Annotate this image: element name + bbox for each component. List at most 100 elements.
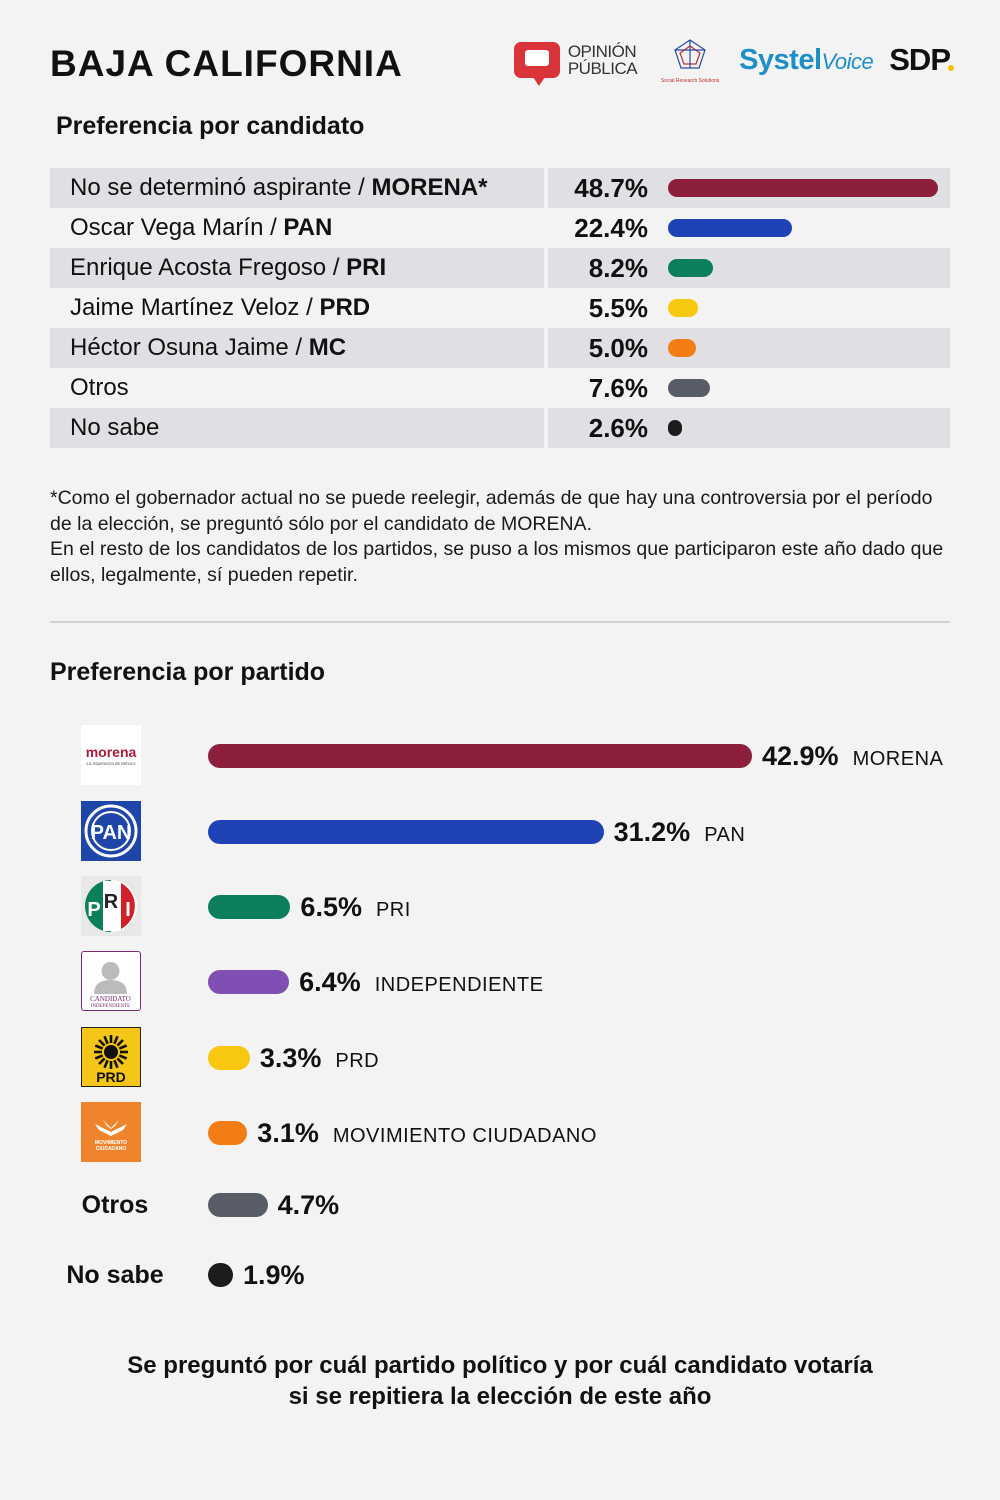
svg-text:La esperanza de México: La esperanza de México <box>86 761 136 766</box>
candidate-pct-label: 5.5% <box>588 293 648 323</box>
systel-voice-logo: SystelVoice <box>739 43 874 77</box>
candidate-label: Héctor Osuna Jaime / <box>70 334 309 361</box>
party-bar <box>208 1263 233 1287</box>
candidate-preference-chart: No se determinó aspirante / MORENA* 48.7%… <box>50 168 950 448</box>
party-chart-title: Preferencia por partido <box>50 658 326 686</box>
party-pct-label: 1.9% <box>243 1260 305 1290</box>
candidate-value-cell: 2.6% <box>548 408 950 448</box>
party-value: 6.5% PRI <box>300 876 410 943</box>
page-title: BAJA CALIFORNIA <box>50 43 403 84</box>
party-value: 1.9% <box>243 1244 319 1311</box>
party-row: P R I 6.5% PRI <box>0 876 1000 938</box>
candidate-row: Otros 7.6% <box>50 368 950 408</box>
systel-logo-text: Systel <box>739 43 822 76</box>
party-row: CANDIDATO INDEPENDIENTE 6.4% INDEPENDIENTE <box>0 951 1000 1013</box>
party-value: 3.1% MOVIMIENTO CIUDADANO <box>257 1102 597 1169</box>
candidate-bar <box>668 259 714 277</box>
pan-logo: PAN <box>81 801 141 861</box>
candidate-row: No se determinó aspirante / MORENA* 48.7% <box>50 168 950 208</box>
candidate-row: Héctor Osuna Jaime / MC 5.0% <box>50 328 950 368</box>
header: BAJA CALIFORNIA OPINIÓN PÚBLICA Social R… <box>50 38 954 94</box>
candidate-label: No se determinó aspirante / <box>70 174 372 201</box>
sponsor-logos: OPINIÓN PÚBLICA Social Research Solution… <box>513 38 954 86</box>
candidate-bar <box>668 219 793 237</box>
candidate-bar <box>668 179 938 197</box>
svg-text:CANDIDATO: CANDIDATO <box>90 995 131 1003</box>
candidate-pct-label: 5.0% <box>588 333 648 363</box>
party-row-label: Otros <box>81 1191 149 1219</box>
party-name-label: PAN <box>704 824 746 846</box>
party-bar <box>208 1193 268 1217</box>
srs-logo-text: Social Research Solutions <box>660 78 720 84</box>
mc-logo: MOVIMIENTO CIUDADANO <box>81 1102 141 1162</box>
party-row: PAN 31.2% PAN <box>0 801 1000 863</box>
party-pct-label: 6.4% <box>299 967 361 997</box>
opinion-logo-bottom: PÚBLICA <box>567 59 638 78</box>
party-row: MOVIMIENTO CIUDADANO 3.1% MOVIMIENTO CIUDAD… <box>0 1102 1000 1164</box>
party-bar <box>208 744 752 768</box>
svg-text:I: I <box>125 899 131 921</box>
candidate-bar <box>668 379 711 397</box>
candidate-pct-label: 48.7% <box>574 173 648 203</box>
candidate-row: Enrique Acosta Fregoso / PRI 8.2% <box>50 248 950 288</box>
svg-text:CIUDADANO: CIUDADANO <box>96 1146 127 1152</box>
candidate-value-cell: 48.7% <box>548 168 950 208</box>
candidate-label: Oscar Vega Marín / <box>70 214 284 241</box>
candidate-row: No sabe 2.6% <box>50 408 950 448</box>
opinion-logo-top: OPINIÓN <box>567 42 637 61</box>
party-pct-label: 3.3% <box>259 1043 322 1073</box>
candidate-name: Otros <box>50 368 544 408</box>
footer-line-2: si se repitiera la elección de este año <box>288 1383 712 1410</box>
candidate-label: Jaime Martínez Veloz / <box>70 294 320 321</box>
candidate-value-cell: 8.2% <box>548 248 950 288</box>
candidate-name: Jaime Martínez Veloz / PRD <box>50 288 544 328</box>
candidate-pct-label: 2.6% <box>588 413 648 443</box>
candidate-party: PRI <box>346 254 387 281</box>
morena-logo: morena La esperanza de México <box>81 725 141 785</box>
section-divider <box>50 621 950 623</box>
candidate-row: Oscar Vega Marín / PAN 22.4% <box>50 208 950 248</box>
candidate-pct-label: 8.2% <box>588 253 648 283</box>
party-value: 4.7% <box>278 1174 354 1241</box>
footnote-line-1: *Como el gobernador actual no se puede r… <box>50 487 933 535</box>
party-value: 6.4% INDEPENDIENTE <box>299 951 543 1018</box>
party-value: 31.2% PAN <box>614 801 746 868</box>
footnote: *Como el gobernador actual no se puede r… <box>50 486 950 588</box>
party-value: 3.3% PRD <box>260 1027 379 1094</box>
svg-text:PRD: PRD <box>96 1069 126 1085</box>
svg-text:INDEPENDIENTE: INDEPENDIENTE <box>91 1004 130 1009</box>
party-name-label: MOVIMIENTO CIUDADANO <box>332 1125 597 1147</box>
sdp-logo: SDP <box>889 42 954 77</box>
candidate-name: No sabe <box>50 408 544 448</box>
party-pct-label: 31.2% <box>613 817 691 847</box>
candidate-value-cell: 5.5% <box>548 288 950 328</box>
candidate-party: PRD <box>319 294 371 321</box>
party-pct-label: 3.1% <box>257 1118 319 1148</box>
prd-logo: PRD <box>81 1027 141 1087</box>
candidate-name: Héctor Osuna Jaime / MC <box>50 328 544 368</box>
footnote-line-2: En el resto de los candidatos de los par… <box>50 538 944 586</box>
party-bar <box>208 820 604 844</box>
party-pct-label: 42.9% <box>762 741 839 771</box>
party-row: No sabe 1.9% <box>0 1244 1000 1306</box>
candidate-label: Enrique Acosta Fregoso / <box>70 254 347 281</box>
party-bar <box>208 970 290 994</box>
party-value: 42.9% MORENA <box>762 725 943 792</box>
party-name-label: PRI <box>375 899 411 921</box>
candidate-chart-title: Preferencia por candidato <box>56 112 365 140</box>
svg-text:R: R <box>104 891 119 913</box>
svg-text:P: P <box>87 899 100 921</box>
candidate-value-cell: 22.4% <box>548 208 950 248</box>
candidate-label: No sabe <box>70 414 160 441</box>
social-research-solutions-logo: Social Research Solutions <box>659 38 721 84</box>
candidate-party: MORENA* <box>371 174 488 201</box>
candidate-label: Otros <box>70 374 129 401</box>
candidate-pct-label: 22.4% <box>574 213 648 243</box>
independiente-logo: CANDIDATO INDEPENDIENTE <box>81 951 141 1011</box>
party-row: morena La esperanza de México 42.9% MORENA <box>0 725 1000 787</box>
party-bar <box>208 1046 250 1070</box>
footer-line-1: Se preguntó por cuál partido político y … <box>127 1352 873 1379</box>
party-row: PRD 3.3% PRD <box>0 1027 1000 1089</box>
candidate-value-cell: 7.6% <box>548 368 950 408</box>
